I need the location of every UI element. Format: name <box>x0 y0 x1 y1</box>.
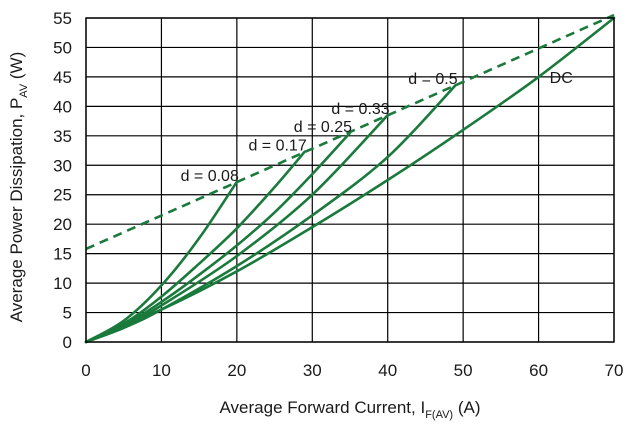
curve-labels: d = 0.08 d = 0.17 d = 0.25d = 0.33 d = 0.5 D… <box>181 70 573 185</box>
x-tick-label: 50 <box>454 361 473 380</box>
y-tick-label: 30 <box>53 156 72 175</box>
y-tick-label: 25 <box>53 186 72 205</box>
y-tick-label: 45 <box>53 68 72 87</box>
x-tick-label: 0 <box>81 361 90 380</box>
curve-label: d = 0.5 <box>408 71 457 88</box>
y-tick-label: 5 <box>63 304 72 323</box>
x-axis-title: Average Forward Current, IF(AV) (A) <box>220 398 481 421</box>
y-tick-label: 15 <box>53 245 72 264</box>
x-tick-label: 40 <box>378 361 397 380</box>
curve-label: d = 0.33 <box>331 101 389 118</box>
curve-label: d = 0.25 <box>294 119 352 136</box>
curve-label: DC <box>550 70 573 87</box>
y-tick-label: 55 <box>53 9 72 28</box>
y-axis-title: Average Power Dissipation, PAV (W) <box>7 52 30 323</box>
plot-frame <box>85 17 615 343</box>
x-tick-labels: 0 10 20 30 40 50 60 70 <box>81 361 623 380</box>
x-tick-label: 30 <box>303 361 322 380</box>
y-tick-label: 20 <box>53 215 72 234</box>
series-line-d-0-17 <box>84 150 306 344</box>
curve-label: d = 0.17 <box>248 138 306 155</box>
y-tick-label: 40 <box>53 97 72 116</box>
series-line-d-0-25 <box>84 131 352 344</box>
series-line-dc <box>84 16 616 344</box>
grid <box>85 17 615 343</box>
series-line-d-0-5 <box>84 83 457 344</box>
series-line-d-0-08 <box>84 180 239 344</box>
y-tick-labels: 0 5 10 15 20 25 30 35 40 45 50 55 <box>53 9 72 352</box>
y-tick-label: 35 <box>53 127 72 146</box>
y-tick-label: 50 <box>53 38 72 57</box>
x-tick-label: 10 <box>152 361 171 380</box>
x-tick-label: 20 <box>227 361 246 380</box>
x-tick-label: 60 <box>529 361 548 380</box>
x-tick-label: 70 <box>605 361 624 380</box>
curves <box>84 13 616 344</box>
curve-label: d = 0.08 <box>181 168 239 185</box>
y-tick-label: 10 <box>53 274 72 293</box>
y-tick-label: 0 <box>63 333 72 352</box>
